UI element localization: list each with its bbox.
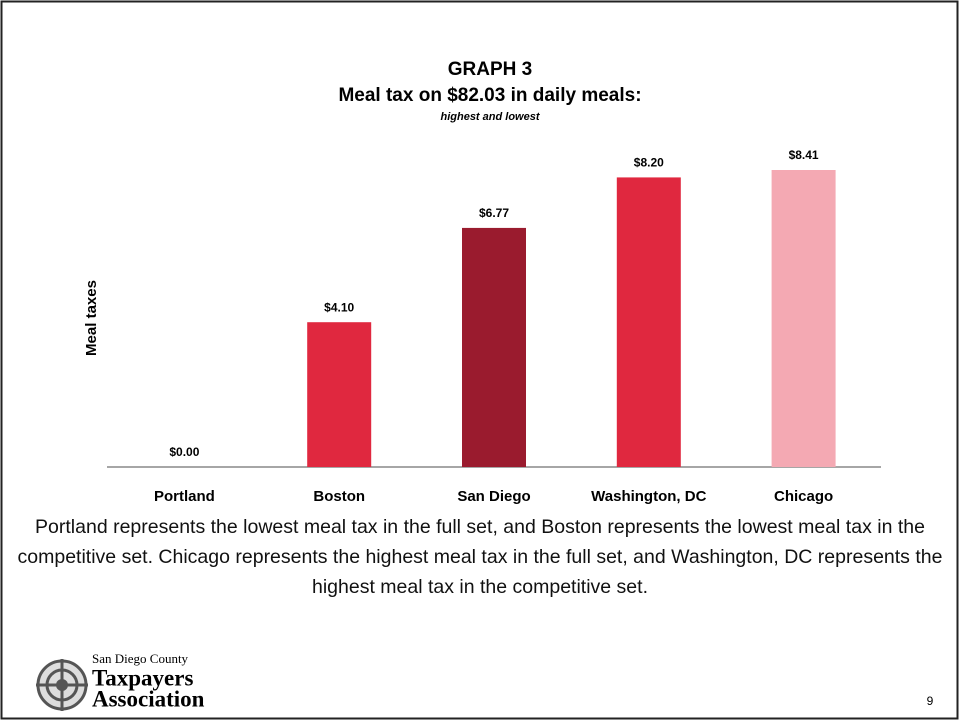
bar xyxy=(616,177,681,467)
value-label: $0.00 xyxy=(169,445,199,459)
logo-line1: San Diego County xyxy=(92,651,189,666)
chart-subtitle: Meal tax on $82.03 in daily meals: xyxy=(338,85,641,106)
value-label: $8.41 xyxy=(789,148,819,162)
x-tick-label: Boston xyxy=(313,488,365,505)
logo-line2: Taxpayers xyxy=(92,665,193,690)
page-number: 9 xyxy=(927,694,934,708)
value-label: $8.20 xyxy=(634,156,664,170)
x-tick-label: San Diego xyxy=(457,488,530,505)
chart-subsubtitle: highest and lowest xyxy=(440,111,540,123)
caption: Portland represents the lowest meal tax … xyxy=(17,516,943,598)
bar xyxy=(462,227,526,467)
value-label: $6.77 xyxy=(479,206,509,220)
logo-line3: Association xyxy=(92,686,205,711)
x-tick-label: Chicago xyxy=(774,488,833,505)
bar xyxy=(307,322,372,467)
value-label: $4.10 xyxy=(324,300,354,314)
bar xyxy=(771,170,836,467)
x-tick-label: Portland xyxy=(154,488,215,505)
x-tick-label: Washington, DC xyxy=(591,488,706,505)
y-axis-label: Meal taxes xyxy=(83,280,100,356)
chart-title: GRAPH 3 xyxy=(448,59,532,80)
logo-icon xyxy=(36,659,88,711)
